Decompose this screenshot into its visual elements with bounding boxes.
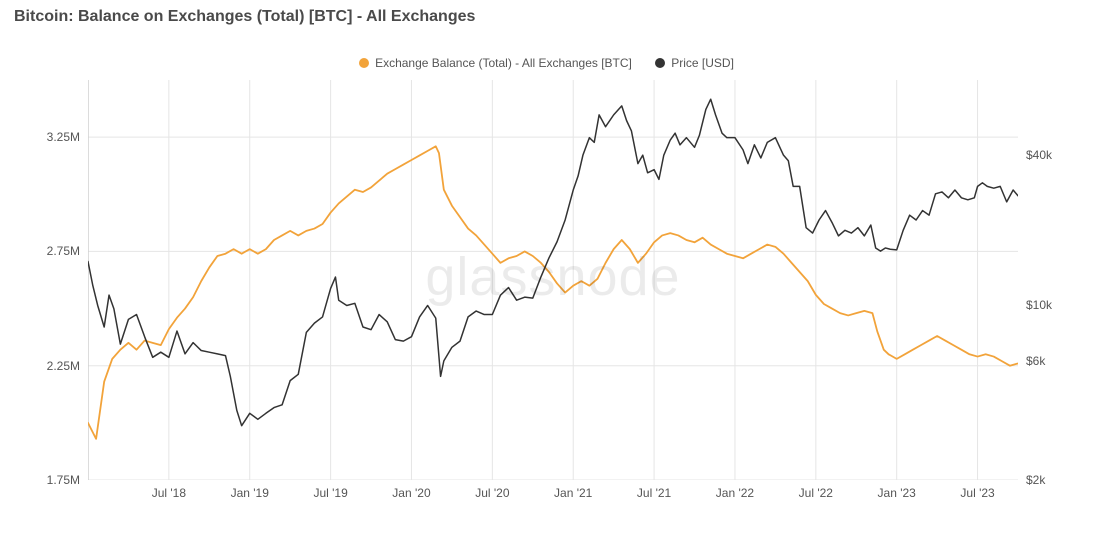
x-tick: Jan '19 xyxy=(231,486,269,500)
y-left-tick: 2.25M xyxy=(47,359,80,373)
y-left-tick: 1.75M xyxy=(47,473,80,487)
y-right-tick: $40k xyxy=(1026,148,1052,162)
x-tick: Jul '21 xyxy=(637,486,671,500)
legend-label: Price [USD] xyxy=(671,56,734,70)
series-price-line xyxy=(88,99,1018,425)
x-tick: Jul '18 xyxy=(152,486,186,500)
legend-item-balance: Exchange Balance (Total) - All Exchanges… xyxy=(359,56,632,70)
legend-dot-icon xyxy=(655,58,665,68)
x-tick: Jan '22 xyxy=(716,486,754,500)
x-tick: Jul '19 xyxy=(313,486,347,500)
legend-dot-icon xyxy=(359,58,369,68)
x-tick: Jan '20 xyxy=(392,486,430,500)
legend-label: Exchange Balance (Total) - All Exchanges… xyxy=(375,56,632,70)
x-tick: Jul '20 xyxy=(475,486,509,500)
chart-plot-area: glassnode 1.75M2.25M2.75M3.25M$2k$6k$10k… xyxy=(88,80,1018,480)
legend: Exchange Balance (Total) - All Exchanges… xyxy=(0,56,1093,71)
chart-svg xyxy=(88,80,1018,480)
y-right-tick: $2k xyxy=(1026,473,1045,487)
y-right-tick: $6k xyxy=(1026,354,1045,368)
chart-title: Bitcoin: Balance on Exchanges (Total) [B… xyxy=(14,8,475,26)
legend-item-price: Price [USD] xyxy=(655,56,734,70)
series-balance-line xyxy=(88,146,1018,439)
x-tick: Jan '23 xyxy=(878,486,916,500)
x-tick: Jul '23 xyxy=(960,486,994,500)
x-tick: Jan '21 xyxy=(554,486,592,500)
chart-container: Bitcoin: Balance on Exchanges (Total) [B… xyxy=(0,0,1093,542)
x-tick: Jul '22 xyxy=(799,486,833,500)
y-right-tick: $10k xyxy=(1026,298,1052,312)
y-left-tick: 2.75M xyxy=(47,244,80,258)
y-left-tick: 3.25M xyxy=(47,130,80,144)
